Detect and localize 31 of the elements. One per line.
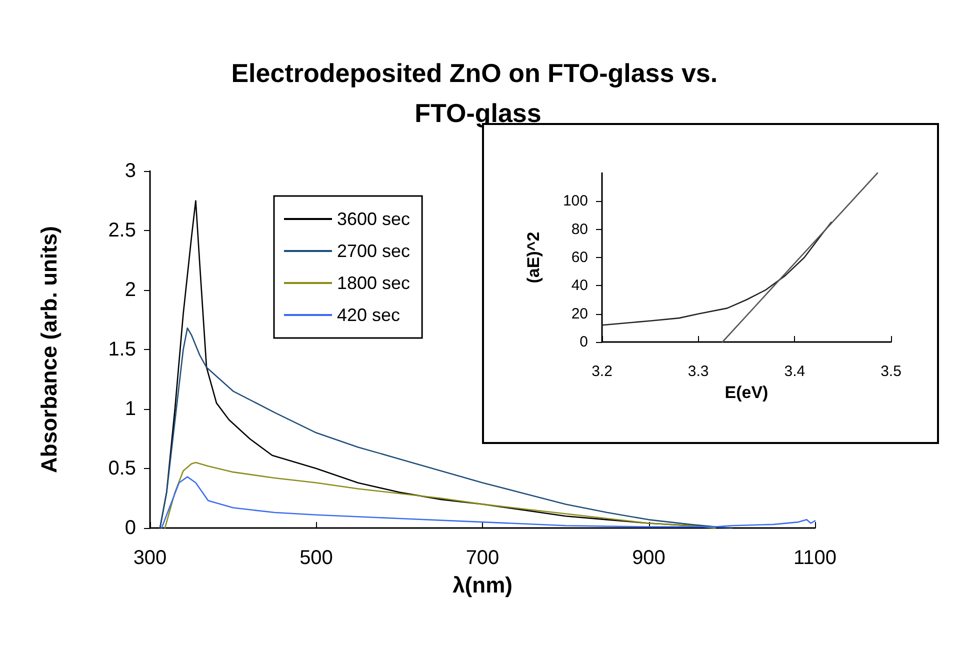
x-tick-label: 500 xyxy=(300,547,333,569)
legend-label: 420 sec xyxy=(337,305,400,325)
x-tick-label: 3.3 xyxy=(688,363,709,380)
y-tick-label: 2 xyxy=(124,279,136,301)
legend-label: 1800 sec xyxy=(337,273,410,293)
y-tick-label: 20 xyxy=(571,305,588,322)
y-tick-label: 0.5 xyxy=(108,458,136,480)
y-tick-label: 1.5 xyxy=(108,338,136,360)
y-tick-label: 3 xyxy=(124,160,136,182)
y-tick-label: 1 xyxy=(124,398,136,420)
x-axis-title: λ(nm) xyxy=(452,572,512,598)
x-tick-label: 3.5 xyxy=(880,363,902,380)
y-axis-title: Absorbance (arb. units) xyxy=(36,226,62,473)
y-tick-label: 0 xyxy=(580,334,588,350)
x-tick-label: 3.2 xyxy=(592,363,612,380)
y-tick-label: 60 xyxy=(571,249,588,266)
y-axis-title: (aE)^2 xyxy=(524,232,543,284)
y-tick-label: 100 xyxy=(562,192,588,210)
x-tick-label: 1100 xyxy=(793,547,837,569)
y-tick-label: 40 xyxy=(571,277,588,294)
x-tick-label: 3.4 xyxy=(784,363,806,380)
y-tick-label: 2.5 xyxy=(108,220,136,242)
x-axis-title: E(eV) xyxy=(724,382,768,402)
y-tick-label: 80 xyxy=(571,220,588,238)
legend-label: 3600 sec xyxy=(337,209,410,229)
chart-title: Electrodeposited ZnO on FTO-glass vs. FTO-glass xyxy=(231,58,725,128)
x-tick-label: 300 xyxy=(133,547,167,569)
x-tick-label: 900 xyxy=(632,547,666,569)
y-tick-label: 0 xyxy=(124,517,136,539)
x-tick-label: 700 xyxy=(466,547,500,569)
legend-label: 2700 sec xyxy=(337,241,410,261)
